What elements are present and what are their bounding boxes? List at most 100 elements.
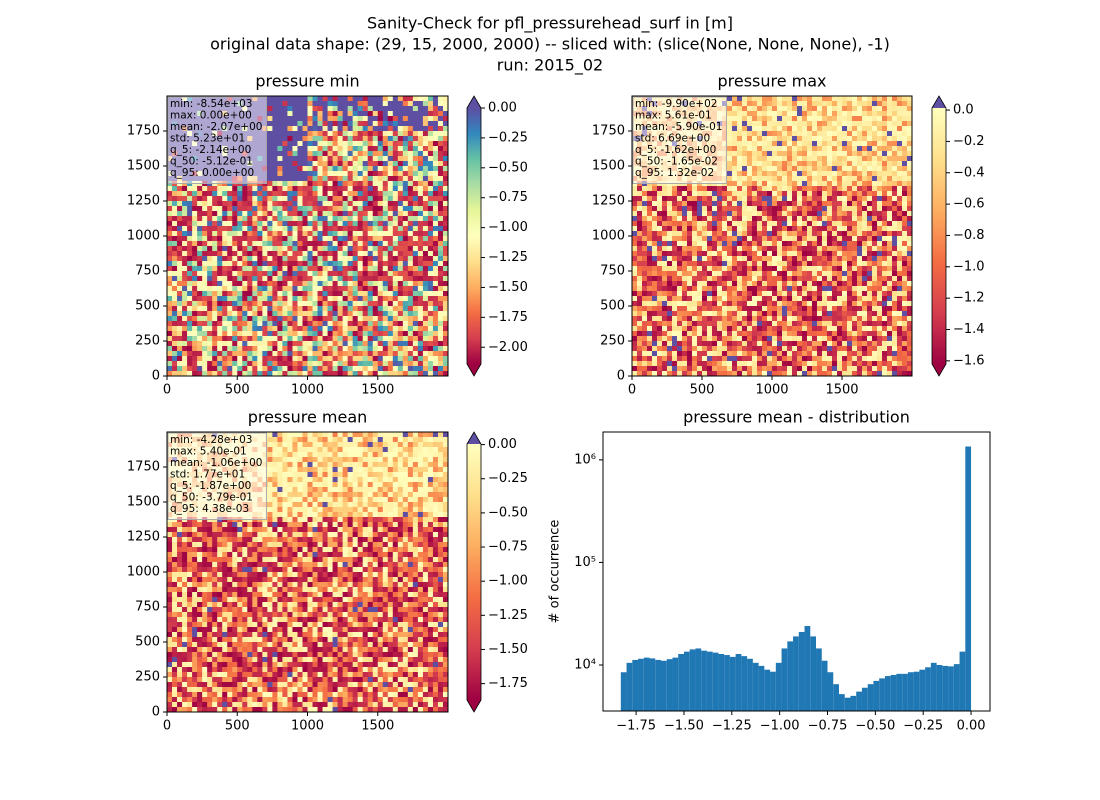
map-cell: [812, 241, 818, 247]
map-cell: [332, 181, 339, 187]
map-cell: [672, 226, 678, 232]
map-cell: [322, 196, 328, 202]
map-cell: [832, 216, 838, 222]
map-cell: [437, 226, 444, 232]
map-cell: [202, 301, 208, 307]
map-cell: [752, 106, 758, 112]
map-cell: [372, 141, 379, 147]
map-cell: [417, 106, 424, 112]
map-cell: [237, 266, 243, 272]
map-cell: [882, 116, 888, 122]
map-cell: [222, 286, 228, 292]
map-cell: [257, 276, 263, 282]
map-cell: [317, 226, 323, 232]
map-cell: [852, 251, 858, 257]
map-cell: [372, 196, 379, 202]
map-cell: [692, 211, 698, 217]
map-cell: [387, 176, 394, 182]
map-cell: [277, 161, 283, 167]
map-cell: [437, 341, 444, 347]
map-cell: [322, 161, 328, 167]
map-cell: [707, 191, 713, 197]
map-cell: [252, 326, 258, 332]
map-cell: [877, 111, 883, 117]
map-cell: [342, 196, 349, 202]
map-cell: [792, 131, 798, 137]
map-cell: [187, 261, 193, 267]
map-cell: [222, 221, 228, 227]
map-cell: [192, 366, 198, 372]
map-cell: [432, 121, 439, 127]
map-cell: [777, 221, 783, 227]
map-cell: [302, 271, 308, 277]
map-cell: [392, 331, 399, 337]
map-cell: [437, 126, 444, 132]
map-cell: [267, 156, 273, 162]
map-cell: [322, 241, 328, 247]
map-cell: [377, 146, 384, 152]
map-cell: [807, 141, 813, 147]
map-cell: [232, 191, 238, 197]
map-cell: [332, 351, 339, 357]
map-cell: [267, 131, 273, 137]
map-cell: [882, 96, 888, 102]
map-cell: [427, 176, 434, 182]
map-cell: [317, 106, 323, 112]
map-cell: [852, 136, 858, 142]
map-cell: [857, 111, 863, 117]
map-cell: [342, 256, 349, 262]
map-cell: [247, 316, 253, 322]
map-cell: [317, 136, 323, 142]
map-cell: [257, 266, 263, 272]
map-cell: [372, 291, 379, 297]
map-cell: [762, 111, 768, 117]
map-cell: [717, 226, 723, 232]
map-cell: [352, 211, 359, 217]
map-cell: [872, 226, 878, 232]
map-cell: [382, 361, 389, 367]
map-cell: [437, 286, 444, 292]
map-cell: [292, 96, 298, 102]
map-cell: [902, 116, 908, 122]
map-cell: [437, 111, 444, 117]
map-cell: [857, 251, 863, 257]
map-cell: [392, 266, 399, 272]
map-cell: [217, 351, 223, 357]
map-cell: [407, 96, 414, 102]
map-cell: [417, 151, 424, 157]
map-cell: [352, 296, 359, 302]
map-cell: [357, 151, 364, 157]
map-cell: [337, 356, 344, 362]
map-cell: [402, 161, 409, 167]
map-cell: [402, 276, 409, 282]
map-cell: [792, 116, 798, 122]
map-cell: [387, 216, 394, 222]
map-cell: [257, 271, 263, 277]
map-cell: [257, 221, 263, 227]
map-cell: [392, 231, 399, 237]
map-cell: [187, 186, 193, 192]
map-cell: [202, 201, 208, 207]
map-cell: [382, 366, 389, 372]
map-cell: [872, 166, 878, 172]
map-cell: [282, 111, 288, 117]
map-cell: [402, 366, 409, 372]
map-cell: [737, 226, 743, 232]
map-cell: [342, 216, 349, 222]
map-cell: [782, 216, 788, 222]
map-cell: [442, 221, 449, 227]
map-cell: [292, 306, 298, 312]
map-cell: [332, 251, 339, 257]
map-cell: [842, 176, 848, 182]
map-cell: [272, 136, 278, 142]
map-cell: [267, 181, 273, 187]
map-cell: [437, 136, 444, 142]
map-cell: [412, 326, 419, 332]
map-cell: [357, 291, 364, 297]
map-cell: [242, 271, 248, 277]
map-cell: [662, 226, 668, 232]
map-cell: [827, 106, 833, 112]
map-cell: [797, 111, 803, 117]
map-cell: [322, 361, 328, 367]
map-cell: [187, 221, 193, 227]
